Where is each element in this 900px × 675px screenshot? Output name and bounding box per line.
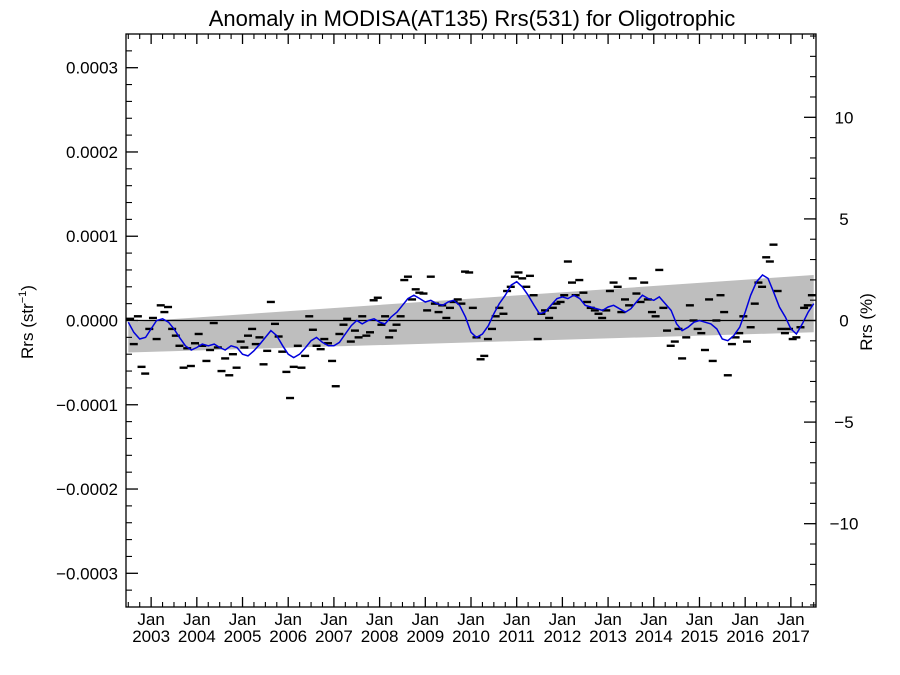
x-tick-year: 2007 xyxy=(315,627,353,646)
x-tick-year: 2014 xyxy=(635,627,673,646)
left-tick-label: 0.0002 xyxy=(66,143,118,162)
x-tick-month: Jan xyxy=(229,610,256,629)
x-tick-month: Jan xyxy=(503,610,530,629)
right-axis-title: Rrs (%) xyxy=(857,293,876,351)
x-tick-month: Jan xyxy=(777,610,804,629)
plot-area xyxy=(126,243,816,400)
x-tick-year: 2016 xyxy=(726,627,764,646)
right-tick-label: 10 xyxy=(835,108,854,127)
x-tick-month: Jan xyxy=(594,610,621,629)
x-tick-year: 2005 xyxy=(224,627,262,646)
x-tick-month: Jan xyxy=(549,610,576,629)
right-tick-label: 0 xyxy=(839,312,848,331)
right-axis: 10 5 0 −5 −10 xyxy=(804,35,859,606)
x-tick-month: Jan xyxy=(640,610,667,629)
x-tick-year: 2013 xyxy=(589,627,627,646)
x-tick-year: 2011 xyxy=(498,627,535,646)
right-tick-label: −10 xyxy=(830,515,859,534)
x-tick-month: Jan xyxy=(137,610,164,629)
chart-title: Anomaly in MODISA(AT135) Rrs(531) for Ol… xyxy=(209,6,736,31)
x-tick-year: 2004 xyxy=(178,627,216,646)
smoothed-anomaly-line xyxy=(127,274,815,359)
x-tick-year: 2017 xyxy=(772,627,810,646)
x-tick-year: 2009 xyxy=(406,627,444,646)
x-tick-month: Jan xyxy=(686,610,713,629)
x-tick-year: 2003 xyxy=(132,627,170,646)
left-axis: 0.0003 0.0002 0.0001 0.0000 −0.0001 −0.0002 −0… xyxy=(56,50,138,591)
left-tick-label: 0.0003 xyxy=(66,59,118,78)
left-tick-label: −0.0003 xyxy=(56,564,118,583)
x-tick-month: Jan xyxy=(275,610,302,629)
right-tick-label: 5 xyxy=(839,210,848,229)
x-tick-year: 2012 xyxy=(543,627,581,646)
x-tick-month: Jan xyxy=(412,610,439,629)
left-axis-title: Rrs (str−1) xyxy=(17,285,37,359)
left-tick-label: 0.0001 xyxy=(66,227,118,246)
x-tick-year: 2015 xyxy=(681,627,719,646)
x-tick-month: Jan xyxy=(731,610,758,629)
x-tick-month: Jan xyxy=(457,610,484,629)
x-tick-year: 2010 xyxy=(452,627,490,646)
x-tick-year: 2006 xyxy=(269,627,307,646)
x-tick-month: Jan xyxy=(366,610,393,629)
x-tick-month: Jan xyxy=(320,610,347,629)
x-tick-year: 2008 xyxy=(361,627,399,646)
left-tick-label: −0.0001 xyxy=(56,396,118,415)
x-axis: Jan2003Jan2004Jan2005Jan2006Jan2007Jan20… xyxy=(127,34,815,646)
trend-band xyxy=(128,274,814,353)
left-tick-label: −0.0002 xyxy=(56,480,118,499)
x-tick-month: Jan xyxy=(183,610,210,629)
left-tick-label: 0.0000 xyxy=(66,312,118,331)
right-tick-label: −5 xyxy=(834,413,853,432)
